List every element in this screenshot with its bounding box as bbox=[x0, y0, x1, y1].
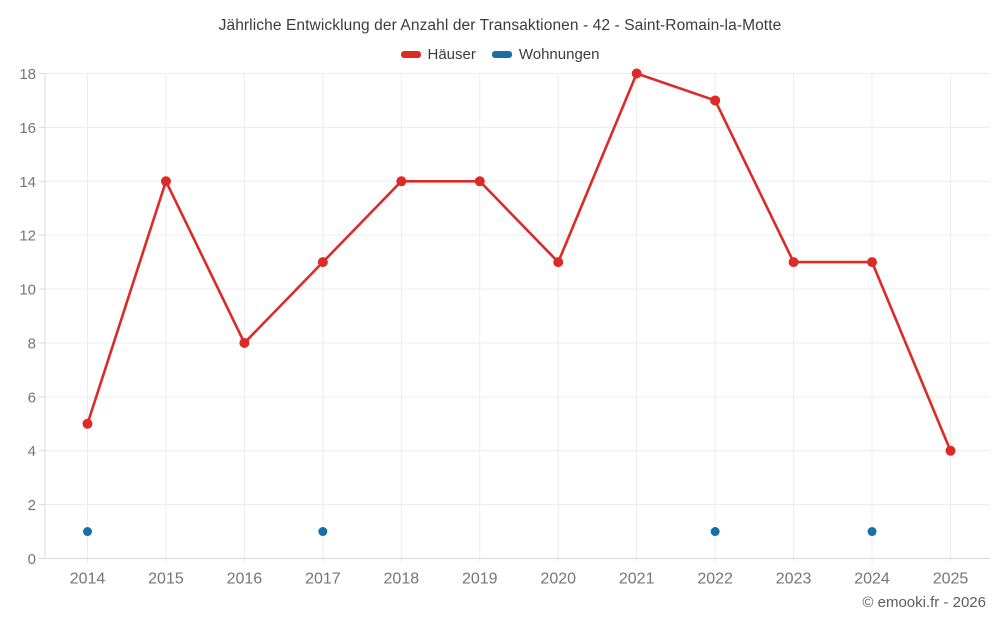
x-tick-label: 2017 bbox=[305, 571, 341, 588]
y-tick-label: 4 bbox=[28, 443, 36, 460]
wohnungen-point-2024[interactable] bbox=[867, 527, 877, 537]
x-tick-label: 2025 bbox=[933, 571, 969, 588]
haeuser-point-2024[interactable] bbox=[867, 257, 878, 268]
legend: Häuser Wohnungen bbox=[0, 46, 1000, 63]
y-tick-label: 12 bbox=[19, 228, 36, 245]
haeuser-line bbox=[86, 72, 952, 453]
x-tick-label: 2014 bbox=[70, 571, 106, 588]
wohnungen-point-2014[interactable] bbox=[83, 527, 92, 537]
y-tick-label: 16 bbox=[19, 120, 36, 137]
x-tick-label: 2024 bbox=[854, 571, 890, 588]
wohnungen-swatch-icon bbox=[491, 51, 512, 58]
haeuser-point-2025[interactable] bbox=[945, 445, 956, 456]
haeuser-point-2021[interactable] bbox=[631, 68, 642, 79]
haeuser-point-2020[interactable] bbox=[553, 257, 564, 268]
chart-title: Jährliche Entwicklung der Anzahl der Tra… bbox=[218, 17, 782, 34]
legend-item-haeuser[interactable]: Häuser bbox=[400, 46, 476, 63]
haeuser-point-2016[interactable] bbox=[239, 337, 250, 348]
x-tick-label: 2021 bbox=[619, 571, 655, 588]
y-tick-label: 0 bbox=[28, 551, 36, 568]
copyright-text: © emooki.fr - 2026 bbox=[862, 594, 986, 611]
y-tick-label: 2 bbox=[28, 497, 36, 514]
wohnungen-point-2022[interactable] bbox=[710, 527, 720, 537]
x-tick-label: 2018 bbox=[384, 571, 420, 588]
haeuser-point-2015[interactable] bbox=[160, 176, 171, 187]
y-tick-label: 14 bbox=[19, 174, 36, 191]
haeuser-point-2019[interactable] bbox=[474, 176, 485, 187]
haeuser-point-2014[interactable] bbox=[82, 418, 93, 429]
haeuser-point-2022[interactable] bbox=[710, 95, 721, 106]
y-tick-label: 8 bbox=[28, 335, 36, 352]
haeuser-swatch-icon bbox=[400, 51, 421, 58]
x-tick-label: 2016 bbox=[227, 571, 263, 588]
legend-label-haeuser: Häuser bbox=[427, 46, 476, 63]
y-tick-label: 6 bbox=[28, 389, 36, 406]
wohnungen-point-2017[interactable] bbox=[318, 527, 328, 537]
x-tick-label: 2023 bbox=[776, 571, 812, 588]
legend-item-wohnungen[interactable]: Wohnungen bbox=[491, 46, 600, 63]
haeuser-point-2017[interactable] bbox=[317, 257, 328, 268]
x-tick-label: 2022 bbox=[697, 571, 733, 588]
legend-label-wohnungen: Wohnungen bbox=[518, 46, 600, 63]
haeuser-point-2018[interactable] bbox=[396, 176, 407, 187]
y-tick-label: 10 bbox=[19, 282, 36, 299]
x-tick-label: 2020 bbox=[540, 571, 576, 588]
x-tick-label: 2015 bbox=[148, 571, 184, 588]
haeuser-point-2023[interactable] bbox=[788, 257, 799, 268]
y-tick-label: 18 bbox=[19, 66, 36, 83]
x-tick-label: 2019 bbox=[462, 571, 498, 588]
